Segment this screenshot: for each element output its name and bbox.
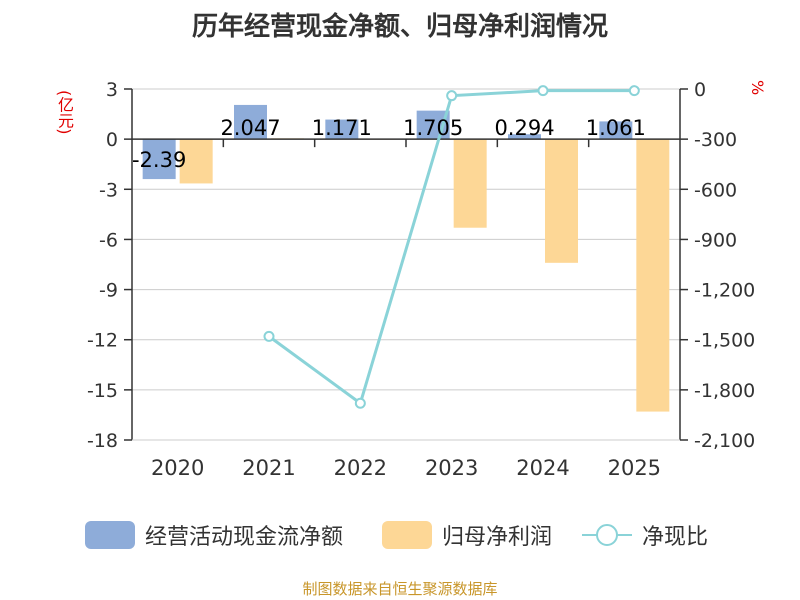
right-axis-tick-label: 0 [694, 79, 706, 101]
left-axis-tick-label: 0 [106, 129, 118, 151]
left-axis-unit: (亿元) [55, 90, 74, 135]
left-axis-tick-label: 3 [106, 79, 118, 101]
bar-data-label: 2.047 [220, 116, 280, 140]
legend-swatch-net-profit [382, 521, 432, 549]
bar-data-label: -2.39 [132, 148, 186, 172]
bar-cash-flow [599, 121, 633, 140]
category-label: 2025 [608, 456, 661, 480]
data-source-note: 制图数据来自恒生聚源数据库 [302, 580, 498, 598]
ratio-point [354, 397, 366, 409]
bar-cash-flow [234, 104, 267, 140]
left-axis-tick-label: -3 [99, 179, 118, 201]
ratio-point [537, 85, 549, 97]
legend-label-ratio: 净现比 [642, 525, 709, 550]
bar-net-profit [179, 139, 213, 184]
category-label: 2023 [425, 456, 478, 480]
category-label: 2021 [242, 456, 295, 480]
legend-item-cash-flow[interactable]: 经营活动现金流净额 [85, 518, 343, 552]
right-axis-tick-label: -2,100 [694, 430, 755, 452]
ratio-point [446, 90, 458, 102]
legend-item-ratio[interactable]: 净现比 [582, 518, 708, 552]
bar-cash-flow [508, 134, 541, 140]
right-axis-unit: % [748, 80, 767, 96]
left-axis-tick-label: -15 [87, 380, 118, 402]
left-axis-tick-label: -18 [87, 430, 118, 452]
bar-data-label: 1.705 [403, 116, 463, 140]
chart-title: 历年经营现金净额、归母净利润情况 [191, 12, 608, 42]
bar-cash-flow [142, 139, 176, 180]
right-axis-tick-label: -1,500 [694, 330, 755, 352]
ratio-point [263, 330, 275, 342]
bar-data-label: 1.061 [586, 116, 646, 140]
bar-data-label: 1.171 [312, 116, 372, 140]
left-axis-tick-label: -6 [99, 229, 118, 251]
left-axis-tick-label: -12 [87, 330, 118, 352]
legend-label-cash-flow: 经营活动现金流净额 [145, 525, 344, 550]
bar-net-profit [636, 139, 670, 412]
right-axis-tick-label: -1,800 [694, 380, 755, 402]
bar-data-label: 0.294 [494, 116, 554, 140]
bar-cash-flow [325, 119, 359, 140]
left-axis-tick-label: -9 [99, 280, 118, 302]
category-label: 2022 [334, 456, 387, 480]
right-axis-tick-label: -900 [694, 229, 737, 251]
right-axis-tick-label: -300 [694, 129, 737, 151]
legend-label-net-profit: 归母净利润 [442, 525, 553, 550]
category-label: 2020 [151, 456, 204, 480]
right-axis-tick-label: -1,200 [694, 280, 755, 302]
chart-legend: 经营活动现金流净额 归母净利润 净现比 [0, 518, 800, 552]
bar-net-profit [545, 139, 578, 263]
bar-net-profit [453, 139, 487, 228]
ratio-point [628, 85, 640, 97]
category-label: 2024 [516, 456, 569, 480]
legend-swatch-ratio [582, 521, 632, 549]
legend-swatch-cash-flow [85, 521, 135, 549]
right-axis-tick-label: -600 [694, 179, 737, 201]
legend-item-net-profit[interactable]: 归母净利润 [382, 518, 552, 552]
